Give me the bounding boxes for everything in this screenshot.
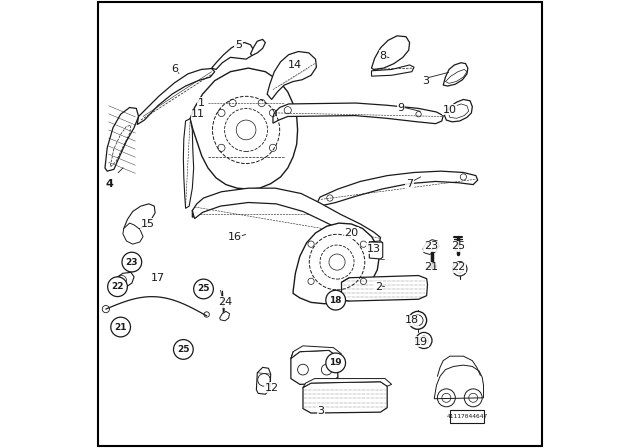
Polygon shape <box>369 241 383 259</box>
Polygon shape <box>267 52 316 99</box>
Text: 22: 22 <box>451 263 465 272</box>
Text: 25: 25 <box>197 284 210 293</box>
Polygon shape <box>317 171 477 206</box>
Bar <box>451 373 469 392</box>
Polygon shape <box>435 365 484 399</box>
Text: 23: 23 <box>424 241 438 251</box>
Polygon shape <box>371 65 414 76</box>
Text: 7: 7 <box>406 179 413 189</box>
Text: 20: 20 <box>344 228 358 238</box>
Circle shape <box>409 311 427 329</box>
Polygon shape <box>303 382 387 413</box>
Circle shape <box>452 262 467 276</box>
Circle shape <box>326 290 346 310</box>
Text: 24: 24 <box>218 297 232 307</box>
Circle shape <box>326 353 346 373</box>
Text: 2: 2 <box>374 282 382 292</box>
Text: 15: 15 <box>141 219 154 229</box>
Polygon shape <box>105 108 139 171</box>
Text: 1: 1 <box>198 98 205 108</box>
Polygon shape <box>257 367 271 394</box>
Polygon shape <box>124 204 155 234</box>
Polygon shape <box>212 43 253 69</box>
Text: 22: 22 <box>111 282 124 291</box>
Polygon shape <box>342 276 428 301</box>
Polygon shape <box>220 311 230 321</box>
Text: 12: 12 <box>265 383 279 392</box>
Text: 18: 18 <box>330 296 342 305</box>
Text: 41117044647: 41117044647 <box>447 414 488 419</box>
Text: 25: 25 <box>177 345 189 354</box>
Text: 19: 19 <box>330 358 342 367</box>
Polygon shape <box>291 346 342 358</box>
Polygon shape <box>192 192 316 217</box>
Circle shape <box>173 340 193 359</box>
Polygon shape <box>423 240 439 254</box>
Polygon shape <box>109 272 134 290</box>
Text: 13: 13 <box>367 244 381 254</box>
Polygon shape <box>273 103 443 124</box>
Text: 10: 10 <box>443 105 457 115</box>
Polygon shape <box>192 188 380 247</box>
Text: 21: 21 <box>424 263 438 272</box>
Text: 19: 19 <box>414 337 428 347</box>
Circle shape <box>194 279 213 299</box>
Text: 16: 16 <box>228 233 242 242</box>
Polygon shape <box>251 39 266 56</box>
Text: 17: 17 <box>151 273 165 283</box>
Text: 9: 9 <box>397 103 404 112</box>
Text: 6: 6 <box>171 65 178 74</box>
Polygon shape <box>445 99 472 122</box>
Polygon shape <box>303 379 392 388</box>
Text: 3: 3 <box>422 76 429 86</box>
Polygon shape <box>137 69 215 125</box>
Polygon shape <box>190 68 298 189</box>
Text: 25: 25 <box>451 241 465 251</box>
Polygon shape <box>371 36 410 69</box>
Text: 11: 11 <box>191 109 205 119</box>
Circle shape <box>111 317 131 337</box>
Circle shape <box>455 246 461 251</box>
Polygon shape <box>293 223 379 304</box>
Polygon shape <box>184 119 194 208</box>
Text: 5: 5 <box>235 40 242 50</box>
Text: 3: 3 <box>317 406 324 416</box>
Text: 8: 8 <box>379 51 387 61</box>
Polygon shape <box>443 63 468 86</box>
Text: 18: 18 <box>404 315 419 325</box>
Circle shape <box>416 332 432 349</box>
Text: 23: 23 <box>125 258 138 267</box>
Text: 14: 14 <box>288 60 303 70</box>
Polygon shape <box>291 350 338 384</box>
Text: 4: 4 <box>106 179 113 189</box>
Polygon shape <box>123 223 143 244</box>
Circle shape <box>122 252 141 272</box>
Text: 21: 21 <box>115 323 127 332</box>
FancyBboxPatch shape <box>451 410 484 423</box>
Circle shape <box>108 277 127 297</box>
